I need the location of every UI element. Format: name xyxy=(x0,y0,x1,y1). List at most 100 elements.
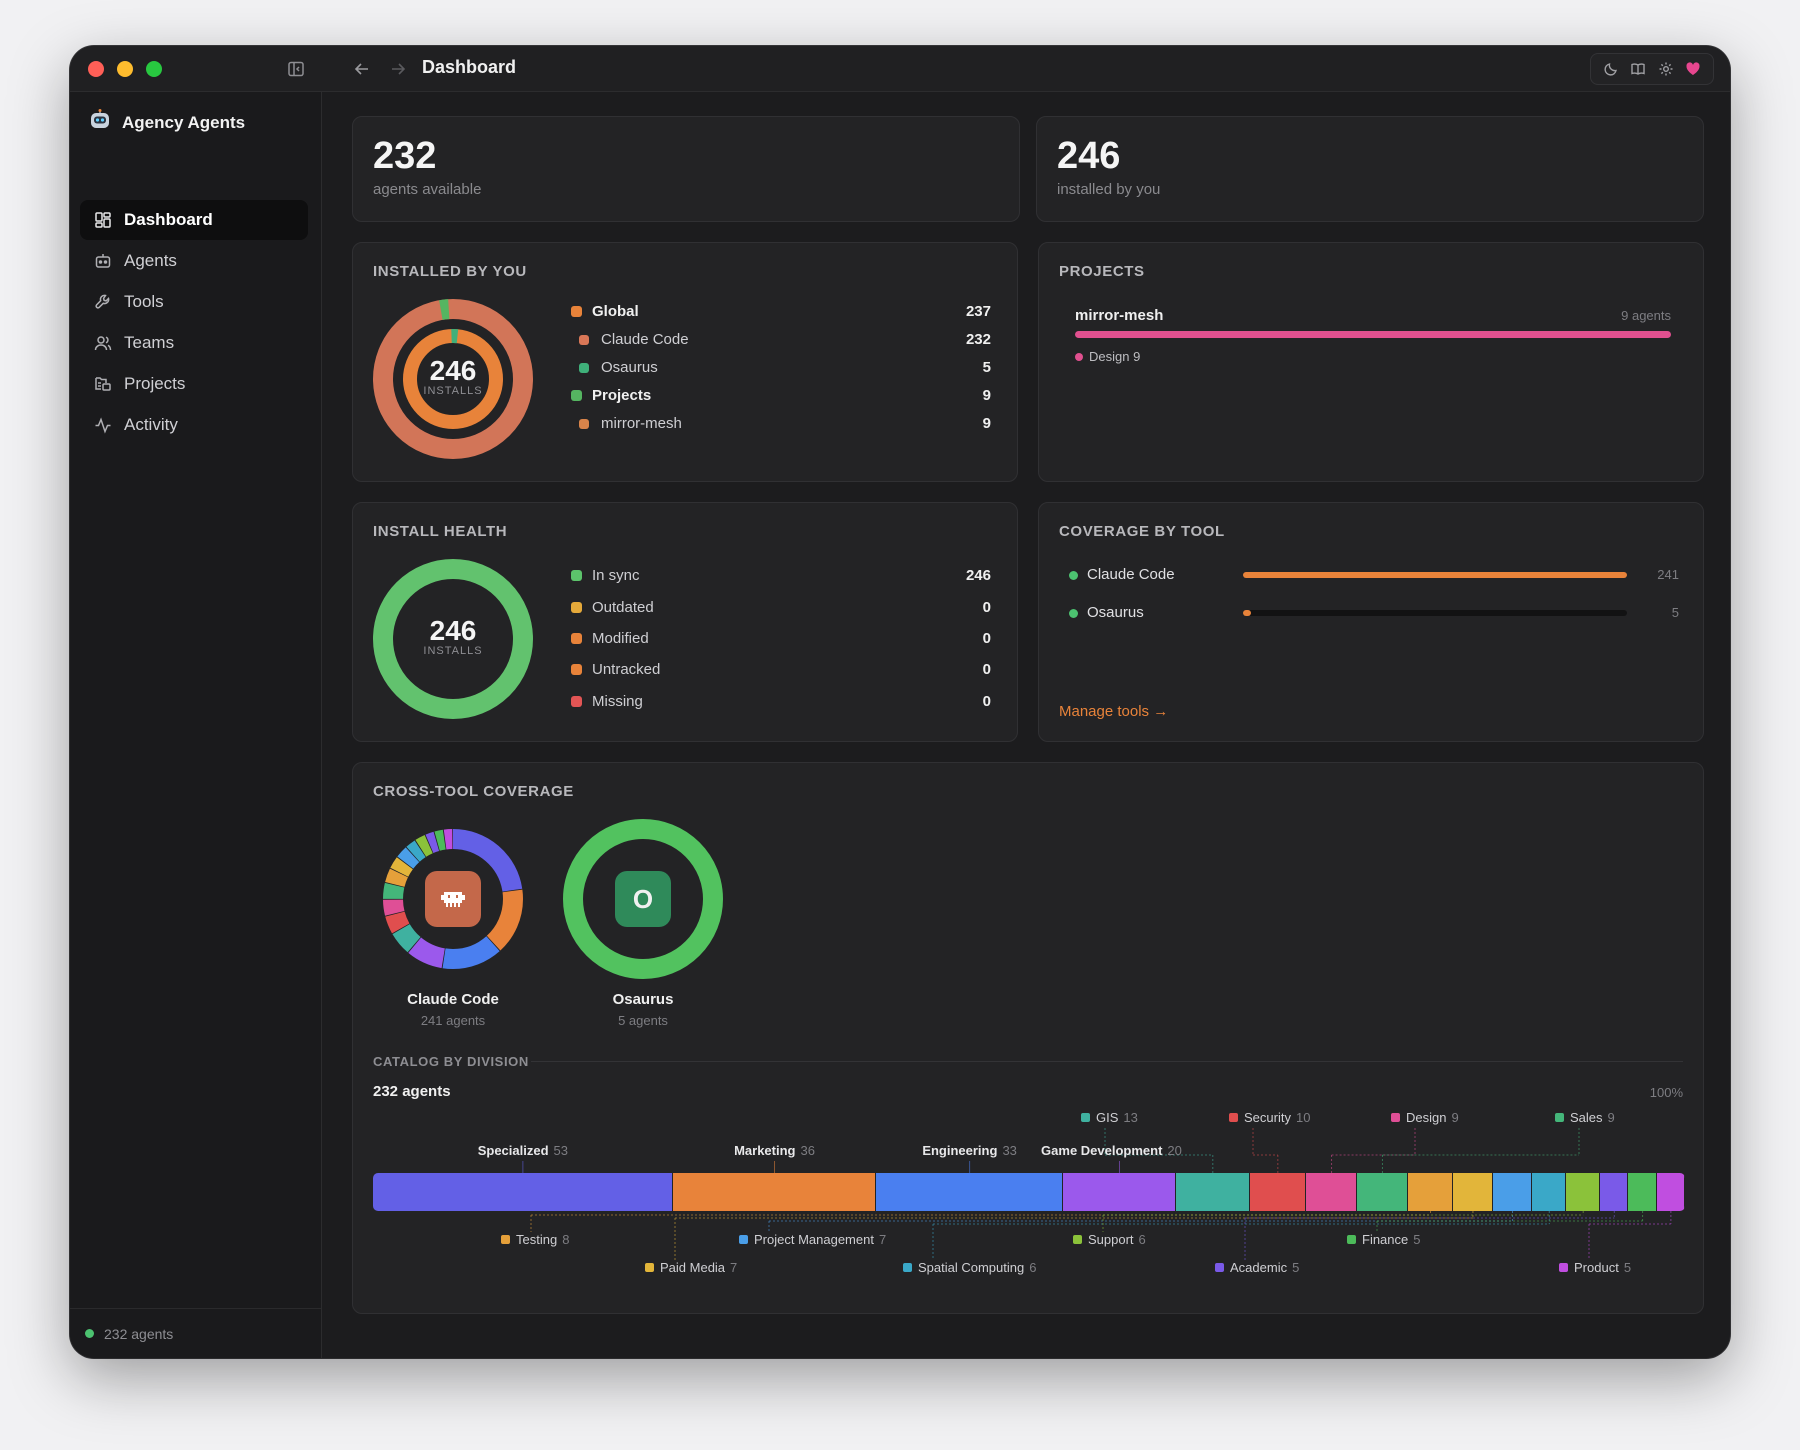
health-row-in-sync: In sync 246 xyxy=(571,567,991,584)
division-count: 53 xyxy=(553,1143,568,1158)
activity-icon xyxy=(95,417,111,434)
division-segment-support[interactable] xyxy=(1566,1173,1601,1211)
division-segment-testing[interactable] xyxy=(1407,1173,1454,1211)
project-row-mirror-mesh[interactable]: mirror-mesh 9 agents Design 9 xyxy=(1075,307,1671,367)
division-name: Sales xyxy=(1570,1110,1603,1125)
manage-tools-link[interactable]: Manage tools → xyxy=(1059,703,1169,720)
tool-bar-track xyxy=(1243,572,1627,578)
division-label-specialized: Specialized 53 xyxy=(478,1143,568,1158)
legend-value: 232 xyxy=(965,331,991,348)
legend-swatch xyxy=(579,418,589,429)
sidebar-item-teams[interactable]: Teams xyxy=(80,323,308,363)
division-label-game-development: Game Development 20 xyxy=(1041,1143,1182,1158)
close-window-button[interactable] xyxy=(88,61,104,77)
legend-value: 246 xyxy=(965,567,991,584)
division-segment-project-management[interactable] xyxy=(1492,1173,1533,1211)
back-arrow-icon[interactable] xyxy=(350,57,374,81)
division-segment-spatial-computing[interactable] xyxy=(1532,1173,1567,1211)
legend-value: 0 xyxy=(982,599,991,616)
division-label-gis: GIS 13 xyxy=(1081,1110,1138,1125)
tool-agent-count: 241 agents xyxy=(420,1013,486,1028)
division-swatch xyxy=(1081,1113,1090,1122)
division-segment-gis[interactable] xyxy=(1176,1173,1250,1211)
division-segment-security[interactable] xyxy=(1249,1173,1307,1211)
install-location-donut xyxy=(373,299,533,459)
book-icon[interactable] xyxy=(1630,61,1646,77)
tool-row-claude-code[interactable]: Claude Code 241 xyxy=(1069,565,1679,587)
division-label-project-management: Project Management 7 xyxy=(739,1232,886,1247)
stat-value: 246 xyxy=(1057,135,1121,177)
sidebar-item-label: Tools xyxy=(124,292,164,311)
sidebar-item-agents[interactable]: Agents xyxy=(80,241,308,281)
stat-label: installed by you xyxy=(1057,181,1161,198)
division-name: Engineering xyxy=(922,1143,998,1158)
legend-label: Missing xyxy=(592,693,643,710)
minimize-window-button[interactable] xyxy=(117,61,133,77)
division-segment-specialized[interactable] xyxy=(373,1173,673,1211)
division-name: Project Management xyxy=(754,1232,874,1247)
division-segment-engineering[interactable] xyxy=(876,1173,1063,1211)
gear-icon[interactable] xyxy=(1658,61,1674,77)
claude-code-division-donut xyxy=(383,829,523,969)
division-segment-design[interactable] xyxy=(1306,1173,1357,1211)
donut-segment-engineering xyxy=(383,829,523,969)
division-swatch xyxy=(501,1235,510,1244)
legend-label: Osaurus xyxy=(601,359,658,376)
in-sync-ring xyxy=(373,559,533,719)
division-ring xyxy=(383,829,523,969)
division-name: Game Development xyxy=(1041,1143,1163,1158)
division-count: 13 xyxy=(1123,1110,1138,1125)
robot-icon xyxy=(95,254,111,268)
division-count: 5 xyxy=(1292,1260,1300,1275)
division-segment-marketing[interactable] xyxy=(672,1173,877,1211)
division-count: 9 xyxy=(1607,1110,1615,1125)
robot-logo-icon xyxy=(88,108,112,137)
sidebar-item-dashboard[interactable]: Dashboard xyxy=(80,200,308,240)
division-swatch xyxy=(1555,1113,1564,1122)
division-segment-paid-media[interactable] xyxy=(1453,1173,1493,1211)
division-label-marketing: Marketing 36 xyxy=(734,1143,815,1158)
division-label-support: Support 6 xyxy=(1073,1232,1146,1247)
division-swatch xyxy=(1073,1235,1082,1244)
osaurus-division-donut xyxy=(563,819,723,979)
sidebar-footer: 232 agents xyxy=(70,1308,321,1358)
division-leader-lines xyxy=(522,1128,1672,1260)
heart-icon[interactable] xyxy=(1685,61,1701,77)
sidebar-item-projects[interactable]: Projects xyxy=(80,364,308,404)
health-row-modified: Modified 0 xyxy=(571,630,991,647)
claude-code-badge xyxy=(425,871,481,927)
division-segment-academic[interactable] xyxy=(1600,1173,1629,1211)
stat-label: agents available xyxy=(373,181,482,198)
division-segment-product[interactable] xyxy=(1656,1173,1685,1211)
donut-label: INSTALLS xyxy=(423,385,483,397)
legend-value: 5 xyxy=(982,359,991,376)
division-name: GIS xyxy=(1096,1110,1119,1125)
donut-label: INSTALLS xyxy=(423,645,483,657)
division-count: 10 xyxy=(1295,1110,1311,1125)
division-segment-finance[interactable] xyxy=(1628,1173,1657,1211)
coverage-by-tool-card: COVERAGE BY TOOL Claude Code 241 Osaurus… xyxy=(1038,502,1704,742)
division-segment-game-development[interactable] xyxy=(1062,1173,1176,1211)
tag-dot xyxy=(1075,352,1083,361)
sidebar-item-activity[interactable]: Activity xyxy=(80,405,308,445)
division-name: Marketing xyxy=(734,1143,796,1158)
sidebar-toggle-icon[interactable] xyxy=(284,57,308,81)
legend-value: 0 xyxy=(982,693,991,710)
division-swatch xyxy=(645,1263,654,1272)
legend-swatch xyxy=(579,362,589,373)
card-title: CROSS-TOOL COVERAGE xyxy=(373,783,574,800)
legend-row-mirror-mesh: mirror-mesh 9 xyxy=(579,415,991,432)
moon-icon[interactable] xyxy=(1603,61,1619,77)
donut-total: 246 xyxy=(429,615,477,646)
inner-ring-osaurus xyxy=(403,329,503,429)
legend-swatch xyxy=(579,334,589,345)
forward-arrow-icon[interactable] xyxy=(386,57,410,81)
tool-row-osaurus[interactable]: Osaurus 5 xyxy=(1069,603,1679,625)
division-segment-sales[interactable] xyxy=(1356,1173,1408,1211)
sidebar-item-label: Projects xyxy=(124,374,186,393)
zoom-window-button[interactable] xyxy=(146,61,162,77)
legend-label: Outdated xyxy=(592,599,654,616)
sidebar-item-tools[interactable]: Tools xyxy=(80,282,308,322)
sidebar-nav: Dashboard Agents Tools Teams Projects Ac… xyxy=(80,200,308,446)
installed-by-you-card: INSTALLED BY YOU 246 INSTALLS Global 237… xyxy=(352,242,1018,482)
